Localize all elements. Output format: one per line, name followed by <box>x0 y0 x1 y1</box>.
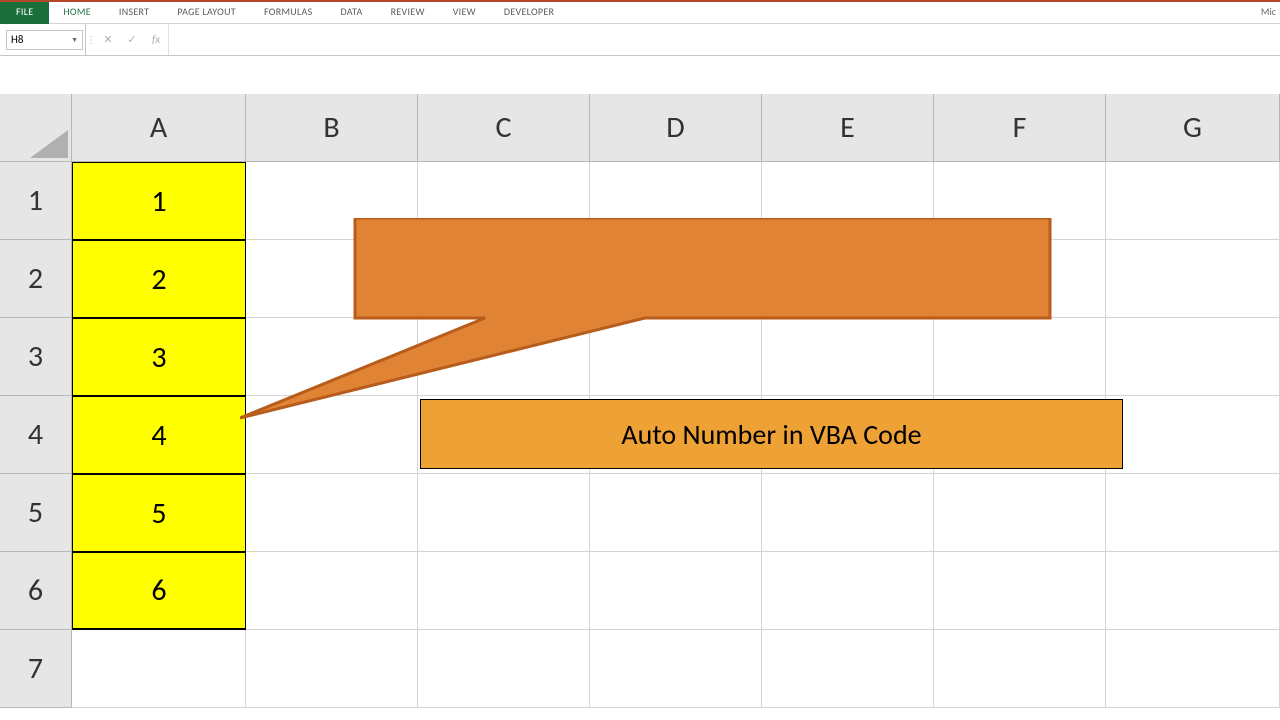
cell-g4[interactable] <box>1106 396 1280 474</box>
table-row: 2 2 <box>0 240 1280 318</box>
cell-c6[interactable] <box>418 552 590 630</box>
name-box-value: H8 <box>11 33 23 46</box>
table-row: 5 5 <box>0 474 1280 552</box>
cell-d5[interactable] <box>590 474 762 552</box>
cell-g3[interactable] <box>1106 318 1280 396</box>
cell-f5[interactable] <box>934 474 1106 552</box>
cell-c7[interactable] <box>418 630 590 708</box>
tab-data[interactable]: DATA <box>327 0 377 24</box>
cell-e5[interactable] <box>762 474 934 552</box>
cell-c5[interactable] <box>418 474 590 552</box>
cell-b4[interactable] <box>246 396 418 474</box>
cell-d1[interactable] <box>590 162 762 240</box>
tab-developer[interactable]: DEVELOPER <box>490 0 568 24</box>
cell-b2[interactable] <box>246 240 418 318</box>
row-header-7[interactable]: 7 <box>0 630 72 708</box>
table-row: 3 3 <box>0 318 1280 396</box>
tab-formulas[interactable]: FORMULAS <box>250 0 327 24</box>
cell-c3[interactable] <box>418 318 590 396</box>
cell-b3[interactable] <box>246 318 418 396</box>
ribbon-accent <box>0 0 1280 2</box>
cell-a6[interactable]: 6 <box>72 552 246 630</box>
formula-bar: H8 ▼ ⋮ ✕ ✓ fx <box>0 24 1280 56</box>
cell-d2[interactable] <box>590 240 762 318</box>
col-header-d[interactable]: D <box>590 94 762 162</box>
ribbon-gap <box>0 56 1280 94</box>
cell-a3[interactable]: 3 <box>72 318 246 396</box>
table-row: 7 <box>0 630 1280 708</box>
tab-home[interactable]: HOME <box>49 0 104 24</box>
cell-e2[interactable] <box>762 240 934 318</box>
cell-a5[interactable]: 5 <box>72 474 246 552</box>
cell-g6[interactable] <box>1106 552 1280 630</box>
cell-d6[interactable] <box>590 552 762 630</box>
cell-e3[interactable] <box>762 318 934 396</box>
cell-a1[interactable]: 1 <box>72 162 246 240</box>
chevron-down-icon[interactable]: ▼ <box>71 35 78 44</box>
row-header-4[interactable]: 4 <box>0 396 72 474</box>
cell-e7[interactable] <box>762 630 934 708</box>
cell-f6[interactable] <box>934 552 1106 630</box>
cell-f3[interactable] <box>934 318 1106 396</box>
cell-b5[interactable] <box>246 474 418 552</box>
table-row: 1 1 <box>0 162 1280 240</box>
cell-a7[interactable] <box>72 630 246 708</box>
formula-bar-divider: ⋮ <box>86 24 96 55</box>
col-header-c[interactable]: C <box>418 94 590 162</box>
tab-file[interactable]: FILE <box>0 0 49 24</box>
select-all-corner[interactable] <box>0 94 72 162</box>
col-header-e[interactable]: E <box>762 94 934 162</box>
cell-e1[interactable] <box>762 162 934 240</box>
tab-page-layout[interactable]: PAGE LAYOUT <box>163 0 250 24</box>
name-box-wrap: H8 ▼ <box>0 24 86 55</box>
col-header-a[interactable]: A <box>72 94 246 162</box>
enter-icon[interactable]: ✓ <box>120 24 144 55</box>
cell-c1[interactable] <box>418 162 590 240</box>
cell-e6[interactable] <box>762 552 934 630</box>
cell-g2[interactable] <box>1106 240 1280 318</box>
row-header-5[interactable]: 5 <box>0 474 72 552</box>
tab-view[interactable]: VIEW <box>439 0 490 24</box>
cell-d7[interactable] <box>590 630 762 708</box>
cell-g5[interactable] <box>1106 474 1280 552</box>
tab-review[interactable]: REVIEW <box>377 0 439 24</box>
col-header-g[interactable]: G <box>1106 94 1280 162</box>
row-header-3[interactable]: 3 <box>0 318 72 396</box>
label-box-text: Auto Number in VBA Code <box>621 417 921 452</box>
name-box[interactable]: H8 ▼ <box>6 30 83 50</box>
column-headers: A B C D E F G <box>0 94 1280 162</box>
cell-a2[interactable]: 2 <box>72 240 246 318</box>
cell-g1[interactable] <box>1106 162 1280 240</box>
cancel-icon[interactable]: ✕ <box>96 24 120 55</box>
cell-b1[interactable] <box>246 162 418 240</box>
col-header-b[interactable]: B <box>246 94 418 162</box>
cell-a4[interactable]: 4 <box>72 396 246 474</box>
cell-c2[interactable] <box>418 240 590 318</box>
cell-b6[interactable] <box>246 552 418 630</box>
row-header-1[interactable]: 1 <box>0 162 72 240</box>
formula-input[interactable] <box>168 24 1280 55</box>
tab-insert[interactable]: INSERT <box>105 0 163 24</box>
ribbon-tabs: FILE HOME INSERT PAGE LAYOUT FORMULAS DA… <box>0 0 1280 24</box>
app-title: Mic <box>1261 5 1276 18</box>
cell-f2[interactable] <box>934 240 1106 318</box>
label-box[interactable]: Auto Number in VBA Code <box>420 399 1123 469</box>
cell-d3[interactable] <box>590 318 762 396</box>
table-row: 6 6 <box>0 552 1280 630</box>
cell-g7[interactable] <box>1106 630 1280 708</box>
cell-b7[interactable] <box>246 630 418 708</box>
col-header-f[interactable]: F <box>934 94 1106 162</box>
fx-icon[interactable]: fx <box>144 24 168 55</box>
row-header-6[interactable]: 6 <box>0 552 72 630</box>
row-header-2[interactable]: 2 <box>0 240 72 318</box>
cell-f1[interactable] <box>934 162 1106 240</box>
cell-f7[interactable] <box>934 630 1106 708</box>
